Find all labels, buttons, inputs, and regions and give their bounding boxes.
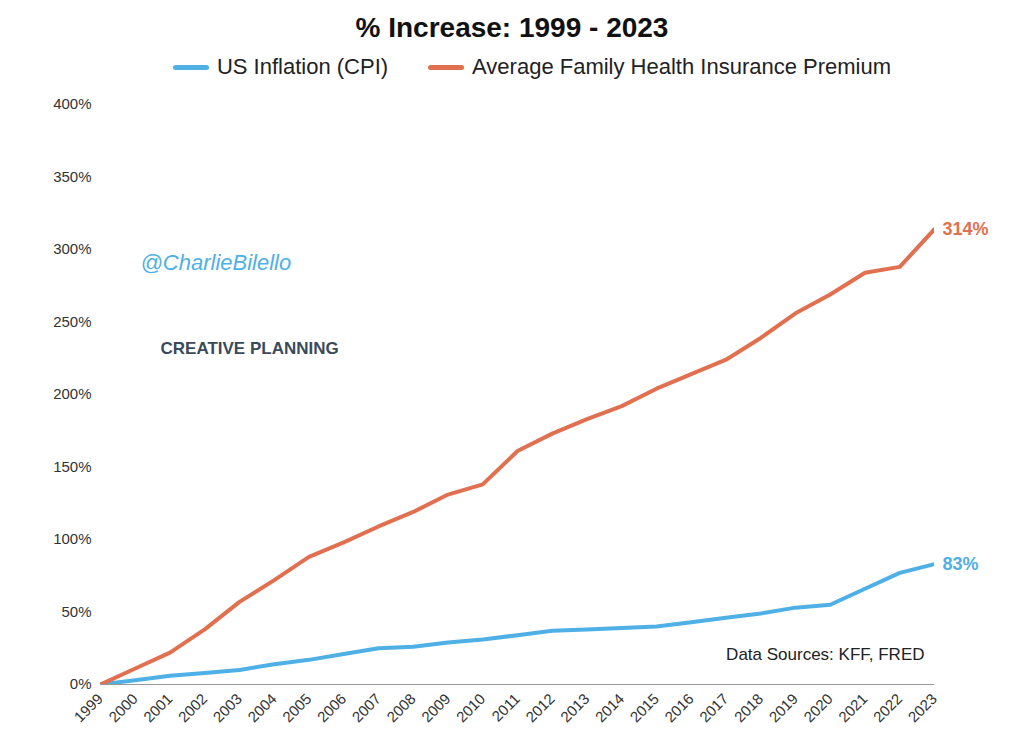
svg-text:@CharlieBilello: @CharlieBilello [141, 250, 292, 275]
svg-text:50%: 50% [61, 603, 91, 620]
svg-text:400%: 400% [53, 95, 91, 112]
svg-text:150%: 150% [53, 458, 91, 475]
svg-text:2016: 2016 [661, 690, 697, 726]
svg-text:2020: 2020 [800, 690, 836, 726]
svg-text:200%: 200% [53, 385, 91, 402]
svg-text:2012: 2012 [522, 690, 558, 726]
svg-text:2010: 2010 [453, 690, 489, 726]
svg-text:250%: 250% [53, 313, 91, 330]
html-text:Average Family Health Insuranc: Average Family Health Insurance Premium [472, 54, 892, 79]
svg-text:2009: 2009 [418, 690, 454, 726]
svg-text:350%: 350% [53, 168, 91, 185]
svg-text:83%: 83% [943, 554, 979, 574]
svg-text:2006: 2006 [314, 690, 350, 726]
svg-text:2021: 2021 [835, 690, 871, 726]
svg-text:2013: 2013 [557, 690, 593, 726]
html-text:US Inflation (CPI): US Inflation (CPI) [216, 54, 389, 79]
svg-text:0%: 0% [70, 675, 92, 692]
svg-text:2004: 2004 [244, 690, 280, 726]
svg-text:2023: 2023 [904, 690, 940, 726]
svg-text:1999: 1999 [70, 690, 106, 726]
svg-text:2019: 2019 [765, 690, 801, 726]
svg-text:2015: 2015 [626, 690, 662, 726]
svg-text:2011: 2011 [488, 690, 523, 725]
svg-text:2022: 2022 [870, 690, 906, 726]
svg-text:300%: 300% [53, 240, 91, 257]
svg-text:2008: 2008 [383, 690, 419, 726]
svg-text:2005: 2005 [279, 690, 315, 726]
svg-text:314%: 314% [943, 219, 989, 239]
svg-text:2000: 2000 [105, 690, 141, 726]
svg-text:2003: 2003 [209, 690, 245, 726]
svg-text:2017: 2017 [696, 690, 732, 726]
svg-text:CREATIVE PLANNING: CREATIVE PLANNING [161, 339, 339, 358]
svg-text:2014: 2014 [592, 690, 628, 726]
html-text:% Increase: 1999 - 2023: % Increase: 1999 - 2023 [355, 12, 669, 43]
svg-text:Data Sources: KFF, FRED: Data Sources: KFF, FRED [726, 645, 924, 664]
svg-text:2001: 2001 [140, 690, 176, 726]
svg-text:2018: 2018 [731, 690, 767, 726]
svg-text:100%: 100% [53, 530, 91, 547]
svg-text:2002: 2002 [175, 690, 211, 726]
svg-text:2007: 2007 [348, 690, 384, 726]
